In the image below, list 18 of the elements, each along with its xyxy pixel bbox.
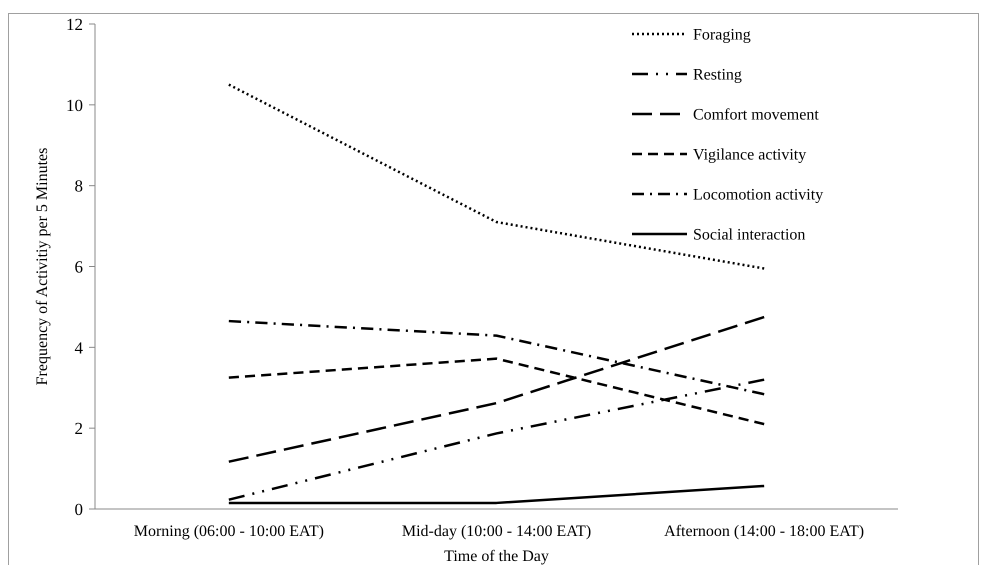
y-tick-label: 4	[74, 338, 84, 358]
x-tick-label: Mid-day (10:00 - 14:00 EAT)	[402, 523, 592, 540]
x-tick-label: Morning (06:00 - 10:00 EAT)	[134, 523, 324, 540]
legend-label: Vigilance activity	[693, 146, 806, 164]
y-tick-label: 6	[74, 257, 83, 276]
legend-label: Resting	[693, 66, 742, 84]
y-tick-label: 0	[74, 500, 83, 519]
legend-label: Locomotion activity	[693, 186, 824, 204]
y-tick-label: 10	[66, 96, 83, 115]
legend-label: Social interaction	[693, 226, 806, 244]
y-axis-title: Frequency of Activitiy per 5 Minutes	[34, 148, 51, 386]
legend-label: Foraging	[693, 26, 751, 44]
y-tick-label: 2	[74, 419, 83, 438]
x-axis-title: Time of the Day	[444, 548, 549, 565]
y-tick-label: 12	[66, 14, 83, 34]
x-tick-label: Afternoon (14:00 - 18:00 EAT)	[664, 523, 864, 540]
legend-label: Comfort movement	[693, 106, 820, 124]
y-tick-label: 8	[74, 176, 83, 196]
